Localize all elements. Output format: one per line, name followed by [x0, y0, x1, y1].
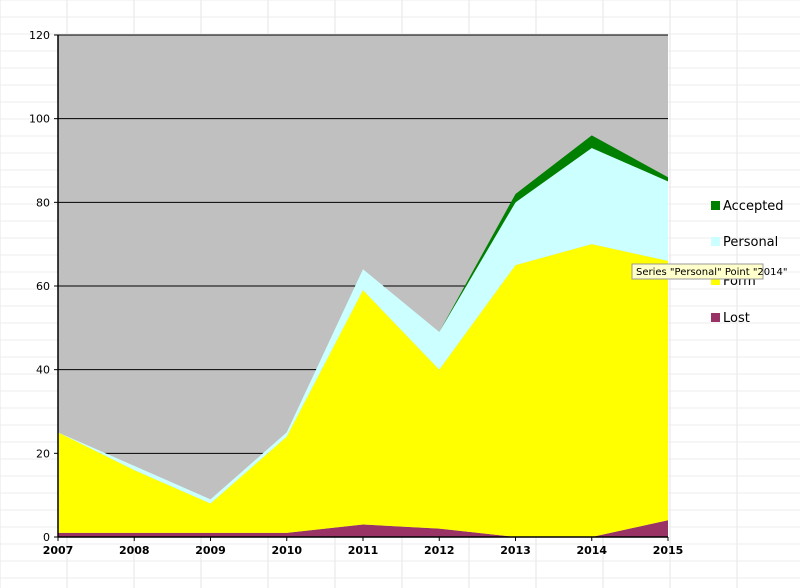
x-tick-label: 2013 [500, 544, 531, 557]
x-tick-label: 2007 [43, 544, 74, 557]
legend-label: Lost [723, 311, 750, 326]
area-personal[interactable] [58, 147, 668, 504]
legend-item-accepted[interactable]: Accepted [711, 199, 784, 214]
legend-item-lost[interactable]: Lost [711, 311, 750, 326]
x-tick-label: 2014 [576, 544, 607, 557]
x-tick-label: 2010 [271, 544, 302, 557]
legend-label: Accepted [723, 199, 784, 214]
y-tick-label: 40 [36, 364, 50, 377]
area-series [58, 135, 668, 537]
y-axis-ticks: 0 20 40 60 80 100 120 [29, 29, 58, 544]
y-tick-label: 80 [36, 196, 50, 209]
x-tick-label: 2011 [348, 544, 379, 557]
x-axis-ticks: 2007 2008 2009 2010 2011 2012 2013 2014 2015 [43, 537, 684, 557]
legend-swatch [711, 313, 720, 322]
legend-swatch [711, 276, 720, 285]
y-tick-label: 60 [36, 280, 50, 293]
y-tick-label: 120 [29, 29, 50, 42]
tooltip: Series "Personal" Point "2014" [631, 263, 787, 280]
y-tick-label: 20 [36, 447, 50, 460]
y-tick-label: 0 [43, 531, 50, 544]
tooltip-text: Series "Personal" Point "2014" [636, 267, 787, 278]
x-tick-label: 2009 [195, 544, 226, 557]
y-tick-label: 100 [29, 113, 50, 126]
tooltip-box [631, 263, 764, 280]
legend-swatch [711, 201, 720, 210]
legend-item-personal[interactable]: Personal [711, 235, 778, 250]
x-tick-label: 2015 [653, 544, 684, 557]
x-tick-label: 2008 [119, 544, 150, 557]
x-tick-label: 2012 [424, 544, 455, 557]
area-form[interactable] [58, 244, 668, 537]
legend-label: Personal [723, 235, 778, 250]
legend-swatch [711, 237, 720, 246]
